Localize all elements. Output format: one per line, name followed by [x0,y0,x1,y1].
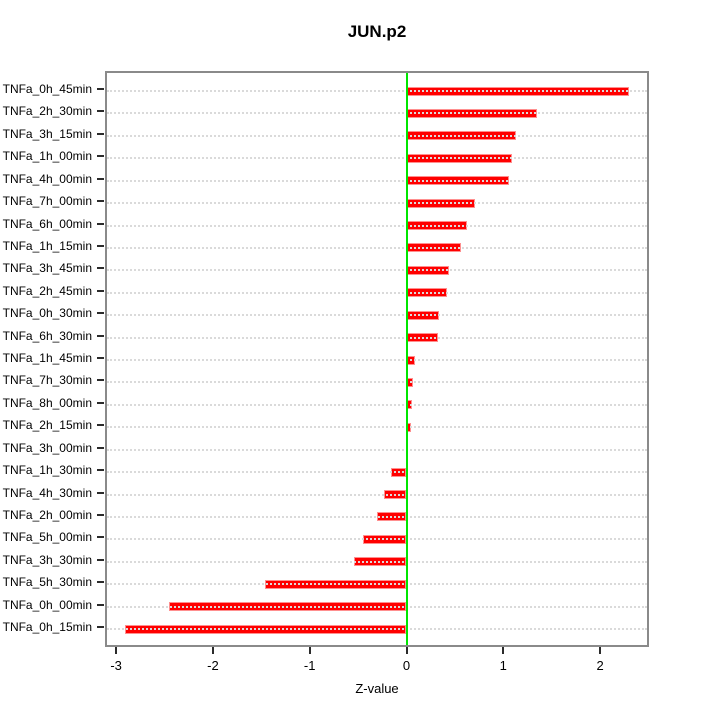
y-tick [97,155,104,158]
x-tick [502,647,505,654]
x-tick [308,647,311,654]
y-tick [97,626,104,629]
zero-line [405,73,408,645]
category-label: TNFa_6h_30min [2,328,92,343]
y-tick [97,357,104,360]
y-tick [97,558,104,561]
y-tick [97,289,104,292]
x-tick-label: 0 [402,658,411,673]
category-label: TNFa_3h_15min [2,126,92,141]
y-tick [97,424,104,427]
y-tick [97,536,104,539]
category-label: TNFa_7h_00min [2,194,92,209]
gridline [107,560,647,563]
y-tick [97,469,104,472]
category-label: TNFa_2h_30min [2,104,92,119]
gridline [107,157,647,160]
y-tick [97,379,104,382]
category-label: TNFa_1h_45min [2,351,92,366]
gridline [107,628,647,631]
gridline [107,112,647,115]
x-tick-label: -3 [110,658,122,673]
category-label: TNFa_2h_45min [2,283,92,298]
y-tick [97,267,104,270]
gridline [107,314,647,317]
gridline [107,403,647,406]
gridline [107,426,647,429]
category-label: TNFa_1h_15min [2,238,92,253]
y-tick [97,581,104,584]
x-tick-label: 1 [499,658,507,673]
category-label: TNFa_2h_00min [2,507,92,522]
category-label: TNFa_5h_30min [2,575,92,590]
y-tick [97,491,104,494]
y-tick [97,110,104,113]
y-tick [97,222,104,225]
x-tick [599,647,602,654]
y-tick [97,244,104,247]
gridline [107,202,647,205]
category-label: TNFa_0h_45min [2,82,92,96]
y-tick [97,88,104,90]
gridline [107,538,647,541]
y-tick [97,200,104,203]
gridline [107,269,647,272]
gridline [107,605,647,608]
category-label: TNFa_3h_45min [2,261,92,276]
gridline [107,134,647,137]
plot-area [105,71,649,647]
category-label: TNFa_3h_00min [2,440,92,455]
gridline [107,381,647,384]
category-label: TNFa_4h_30min [2,485,92,500]
x-tick-label: -1 [303,658,316,673]
y-tick [97,334,104,337]
category-label: TNFa_8h_00min [2,395,92,410]
gridline [107,359,647,362]
category-label: TNFa_7h_30min [2,373,92,388]
gridline [107,291,647,294]
category-label: TNFa_5h_00min [2,530,92,545]
gridline [107,515,647,518]
y-tick [97,446,104,449]
category-label: TNFa_0h_00min [2,597,92,612]
category-label: TNFa_0h_30min [2,306,92,321]
chart-title: JUN.p2 [347,22,407,41]
gridline [107,246,647,249]
gridline [107,224,647,227]
y-tick [97,177,104,180]
gridline [107,471,647,474]
category-label: TNFa_0h_15min [2,620,92,635]
y-tick [97,312,104,315]
gridline [107,179,647,182]
y-tick [97,513,104,516]
category-label: TNFa_1h_00min [2,149,92,164]
category-label: TNFa_1h_30min [2,463,92,478]
gridline [107,493,647,496]
gridline [107,448,647,451]
y-tick [97,401,104,404]
category-label: TNFa_6h_00min [2,216,92,231]
y-tick [97,603,104,606]
gridline [107,583,647,586]
x-tick-label: 2 [596,658,604,673]
category-label: TNFa_4h_00min [2,171,92,186]
x-axis-title: Z-value [355,681,399,696]
x-tick-label: -2 [207,658,219,673]
gridline [107,336,647,339]
x-tick [405,647,408,654]
x-tick [115,647,118,654]
gridline [107,90,647,92]
y-tick [97,132,104,135]
category-label: TNFa_3h_30min [2,552,92,567]
x-tick [211,647,214,654]
category-label: TNFa_2h_15min [2,418,92,433]
